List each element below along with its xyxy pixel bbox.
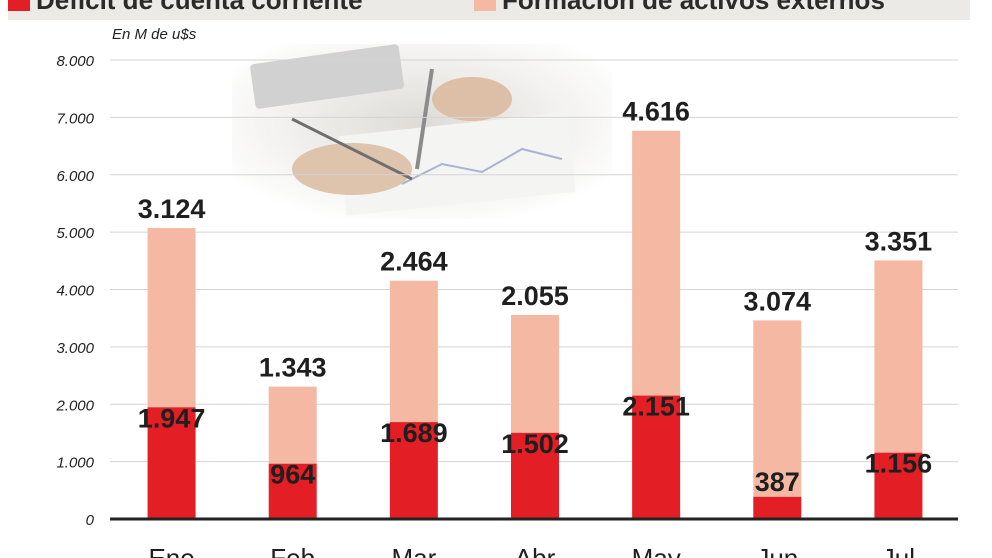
data-label-deficit: 964 bbox=[270, 460, 315, 490]
data-label-deficit: 2.151 bbox=[622, 392, 690, 422]
data-label-activos: 3.074 bbox=[743, 286, 811, 316]
x-tick-label: Feb bbox=[270, 543, 315, 558]
bar-deficit bbox=[632, 395, 681, 519]
x-tick-label: Jul bbox=[882, 543, 915, 558]
data-label-deficit: 1.502 bbox=[501, 429, 569, 459]
y-tick-label: 0 bbox=[86, 512, 95, 529]
data-label-activos: 2.464 bbox=[380, 247, 448, 277]
data-label-deficit: 1.689 bbox=[380, 418, 448, 448]
y-tick-label: 4.000 bbox=[56, 283, 94, 300]
y-tick-label: 1.000 bbox=[56, 455, 94, 472]
legend-label-activos: Formación de activos externos bbox=[502, 0, 885, 16]
bar-deficit bbox=[874, 452, 923, 519]
units-label: En M de u$s bbox=[112, 26, 197, 43]
data-label-deficit: 1.156 bbox=[865, 449, 933, 479]
x-tick-label: Jun bbox=[756, 543, 798, 558]
bar-activos bbox=[874, 260, 923, 453]
bar-activos bbox=[268, 386, 317, 464]
bar-deficit bbox=[147, 407, 196, 519]
bar-activos bbox=[753, 320, 802, 497]
x-tick-label: May bbox=[632, 543, 681, 558]
legend-label-deficit: Déficit de cuenta corriente bbox=[36, 0, 363, 16]
legend-swatch-deficit bbox=[8, 0, 30, 11]
y-tick-label: 6.000 bbox=[56, 168, 94, 185]
data-label-activos: 4.616 bbox=[622, 97, 690, 127]
bar-activos bbox=[632, 130, 681, 396]
bar-deficit bbox=[389, 422, 438, 519]
bar-deficit bbox=[753, 496, 802, 519]
x-tick-label: Mar bbox=[391, 543, 436, 558]
bar-deficit bbox=[268, 463, 317, 519]
data-label-deficit: 387 bbox=[755, 467, 800, 497]
y-tick-label: 5.000 bbox=[56, 225, 94, 242]
bar-activos bbox=[389, 280, 438, 423]
x-tick-label: Abr bbox=[515, 543, 556, 558]
data-label-activos: 3.351 bbox=[865, 226, 933, 256]
data-label-activos: 3.124 bbox=[138, 194, 206, 224]
y-tick-label: 8.000 bbox=[56, 53, 94, 70]
bar-deficit bbox=[511, 432, 559, 519]
bar-activos bbox=[147, 228, 196, 408]
legend-item-deficit: Déficit de cuenta corriente bbox=[8, 0, 363, 15]
legend-item-activos: Formación de activos externos bbox=[474, 0, 885, 15]
data-label-activos: 2.055 bbox=[501, 281, 569, 311]
y-tick-label: 2.000 bbox=[55, 397, 94, 414]
y-tick-label: 7.000 bbox=[56, 110, 94, 127]
legend: Déficit de cuenta corriente Formación de… bbox=[8, 0, 970, 20]
y-tick-label: 3.000 bbox=[56, 340, 94, 357]
data-label-activos: 1.343 bbox=[259, 353, 327, 383]
legend-swatch-activos bbox=[474, 0, 496, 11]
bar-activos bbox=[511, 314, 559, 433]
data-label-deficit: 1.947 bbox=[138, 403, 206, 433]
x-tick-label: Ene bbox=[148, 543, 194, 558]
